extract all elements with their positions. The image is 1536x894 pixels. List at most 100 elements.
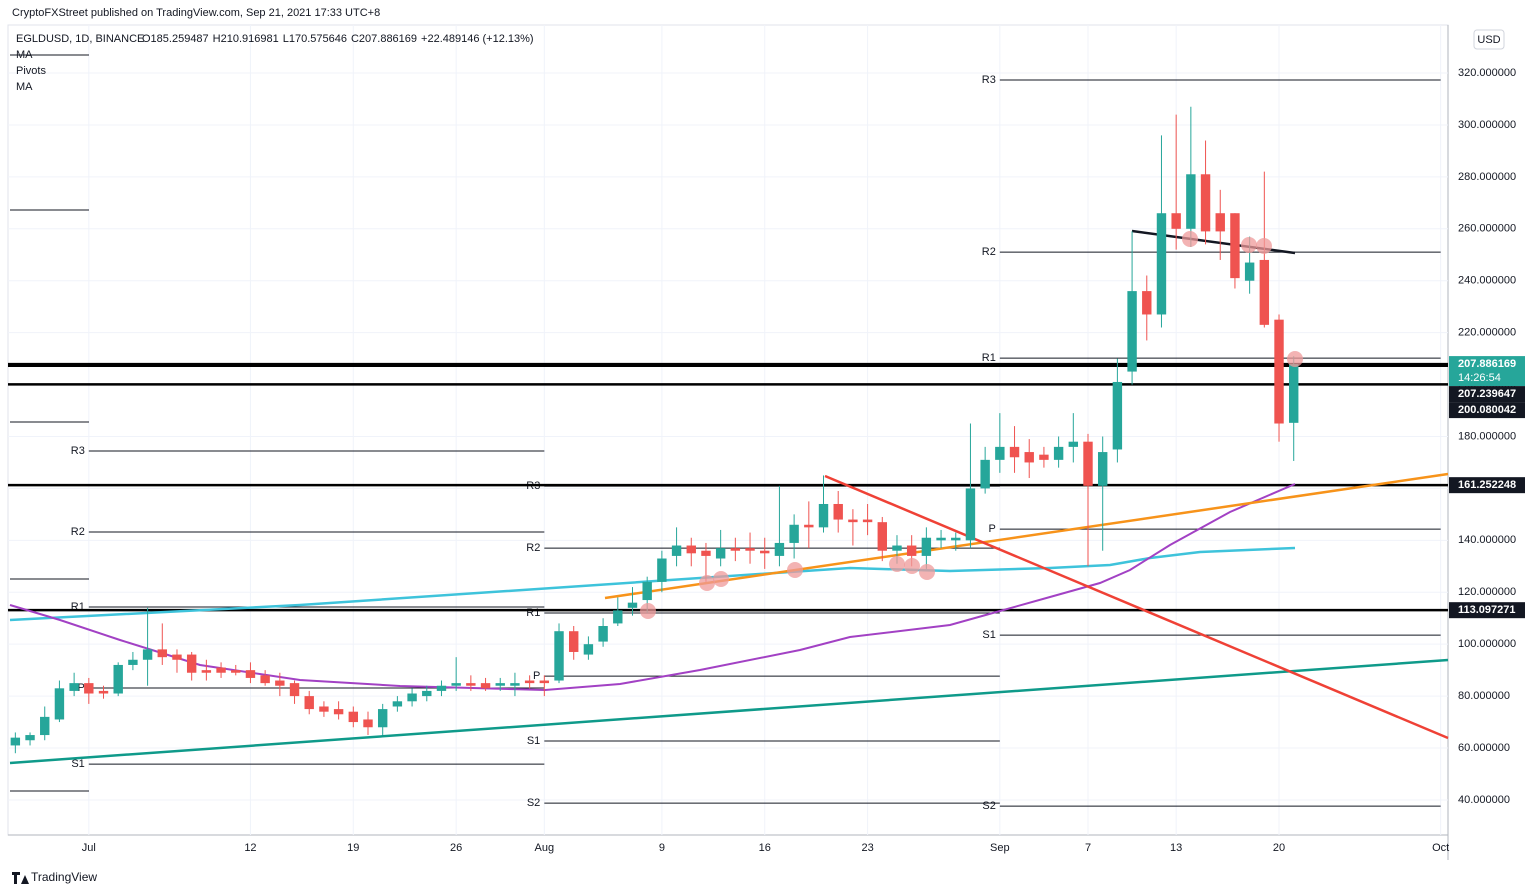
candle-body (407, 693, 417, 702)
candle-body (730, 548, 741, 551)
candle-body (715, 548, 726, 559)
candle-body (774, 542, 785, 556)
price-label-box (1449, 477, 1525, 494)
candle-body (1112, 381, 1123, 450)
x-tick-label: 13 (1170, 842, 1182, 854)
pivot-label: R2 (982, 246, 996, 258)
candle-body (671, 545, 682, 556)
candle-body (789, 524, 799, 543)
candle-body (98, 690, 109, 694)
candle-body (524, 680, 535, 684)
candle-body (377, 709, 388, 728)
candle-body (539, 680, 550, 684)
candle-body (1068, 441, 1079, 447)
price-label: 200.080042 (1458, 404, 1516, 416)
candle-body (1039, 454, 1049, 460)
price-label: 113.097271 (1458, 604, 1516, 616)
support-trendline (9, 658, 1449, 765)
ohlc-value: O185.259487 (142, 33, 209, 45)
pivot-label: S1 (982, 629, 995, 641)
candle-body (363, 719, 373, 728)
candle-body (980, 459, 990, 489)
trendlines (9, 229, 1449, 765)
candle-body (319, 706, 329, 712)
candle-body (142, 649, 153, 660)
candle-body (451, 683, 461, 686)
candle-body (627, 602, 638, 608)
y-tick-label: 180.000000 (1458, 430, 1516, 442)
candle-body (1097, 452, 1108, 486)
x-tick-label: 16 (759, 842, 771, 854)
countdown: 14:26:54 (1458, 372, 1501, 384)
candle-body (965, 488, 976, 541)
y-tick-label: 60.000000 (1458, 742, 1510, 754)
y-tick-label: 140.000000 (1458, 534, 1516, 546)
candle-body (760, 550, 770, 554)
candle-body (54, 688, 65, 720)
candles (10, 106, 1299, 754)
candle-body (1186, 174, 1196, 229)
x-tick-label: 20 (1273, 842, 1285, 854)
candle-body (510, 683, 520, 686)
key-levels (8, 362, 1448, 612)
candle-body (260, 675, 270, 684)
candle-body (186, 654, 197, 673)
x-tick-label: 26 (450, 842, 462, 854)
candle-body (862, 519, 873, 523)
orange-trendline (604, 472, 1449, 600)
grid (8, 25, 1448, 835)
x-tick-label: Sep (990, 842, 1010, 854)
candle-body (201, 670, 212, 673)
x-tick-label: Aug (535, 842, 555, 854)
candle-body (69, 683, 79, 691)
candle-body (1244, 262, 1255, 281)
candle-body (554, 631, 564, 681)
candle-body (466, 683, 476, 686)
ohlc: O185.259487 H210.916981 L170.575646 C207.88… (142, 33, 534, 45)
candle-body (613, 610, 623, 624)
publish-header: CryptoFXStreet published on TradingView.… (12, 7, 380, 19)
candle-body (348, 711, 359, 723)
logo (12, 872, 29, 884)
candle-body (113, 664, 123, 694)
candle-body (436, 685, 447, 691)
candle-body (877, 522, 887, 551)
pivot-label: P (77, 682, 84, 694)
candle-body (216, 667, 226, 673)
candle-body (701, 550, 711, 556)
x-tick-label: 7 (1085, 842, 1091, 854)
candle-body (583, 644, 594, 655)
candle-body (1274, 319, 1284, 424)
candle-body (1259, 259, 1270, 325)
x-tick-label: Jul (82, 842, 96, 854)
x-tick-label: Oct (1432, 842, 1449, 854)
candle-body (818, 503, 829, 528)
candle-body (289, 683, 300, 697)
pivot-label: R3 (71, 445, 85, 457)
candle-body (686, 545, 696, 554)
candle-body (1053, 446, 1064, 460)
price-label: 207.886169 (1458, 358, 1516, 370)
indicator: Pivots (16, 65, 46, 77)
x-tick-label: 12 (244, 842, 256, 854)
candle-body (1200, 174, 1211, 232)
pivots: R3R2R1PS1R3R2R1PS1S2R3R2R1PS1S2 (71, 74, 1441, 812)
pivot-label: R3 (982, 74, 996, 86)
candle-body (231, 670, 241, 673)
candle-body (569, 631, 579, 652)
pivot-label: R1 (982, 352, 996, 364)
candle-body (995, 446, 1005, 460)
ohlc-value: L170.575646 (283, 33, 347, 45)
red-trendline (824, 474, 1449, 740)
candle-body (25, 735, 35, 741)
moving-average-200 (9, 546, 1296, 622)
candle-body (422, 690, 432, 697)
moving-average-50 (9, 483, 1296, 692)
y-tick-label: 80.000000 (1458, 690, 1510, 702)
candle-body (172, 654, 182, 660)
currency-box[interactable] (1473, 29, 1505, 50)
price-axis: 40.000000 60.000000 80.000000 100.000000 120… (1449, 67, 1525, 806)
currency: USD (1477, 34, 1500, 46)
